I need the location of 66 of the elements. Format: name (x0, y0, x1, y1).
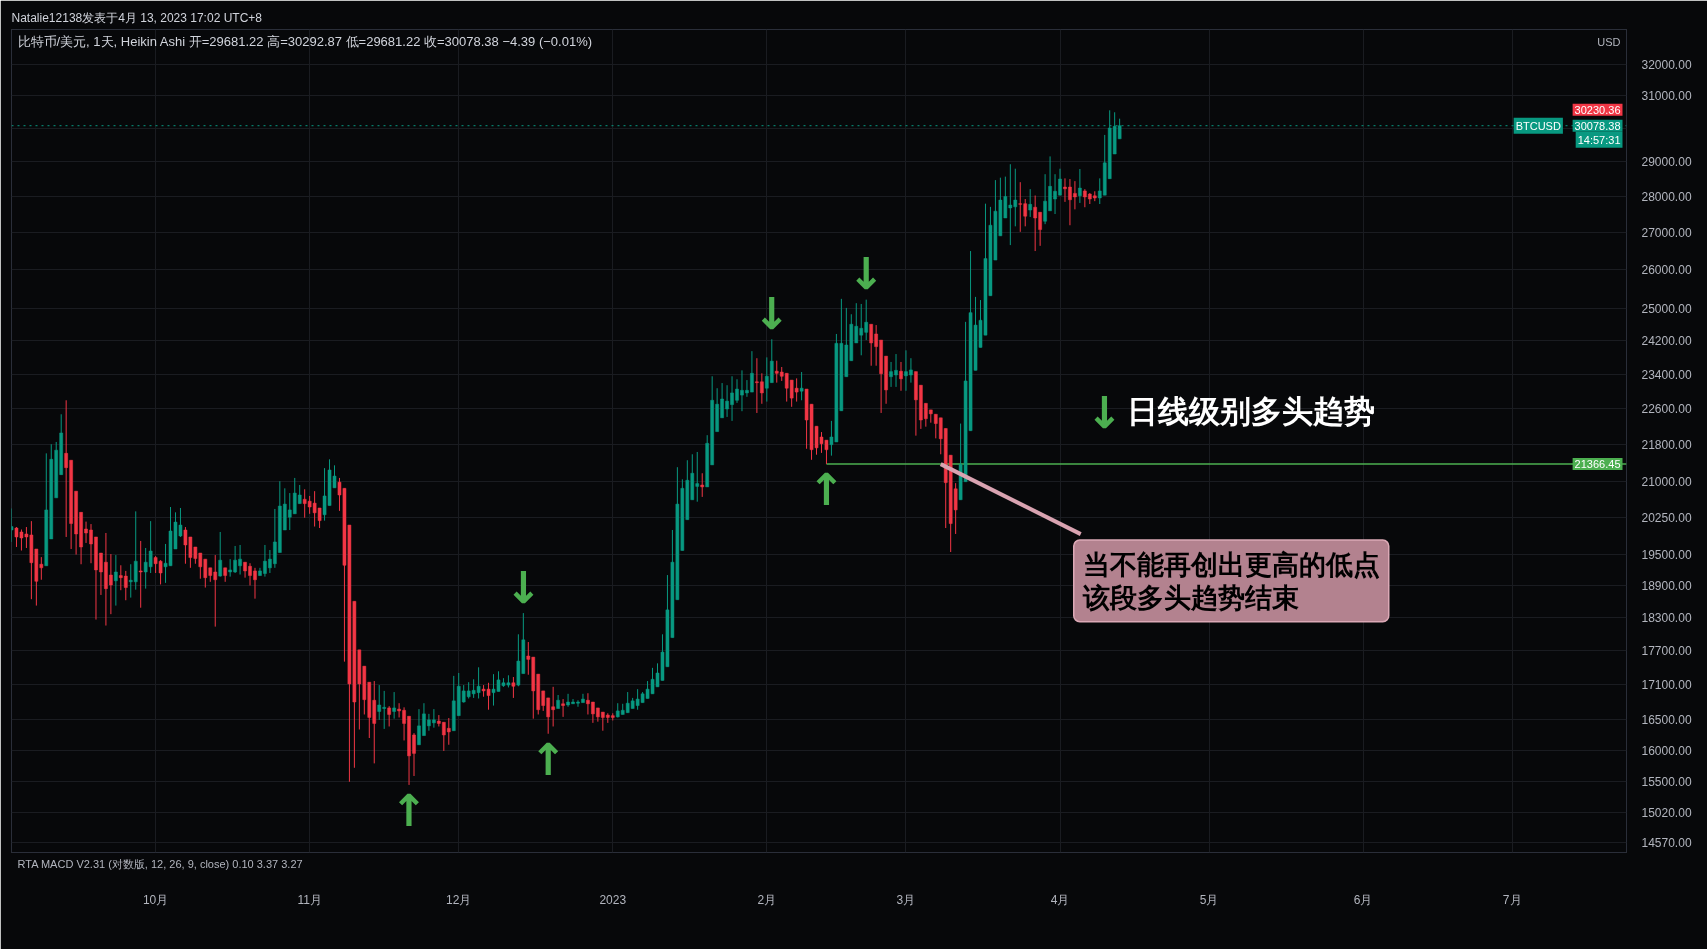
data-label: 21366.45 (1574, 458, 1621, 471)
chart-subtitle: 比特币/美元, 1天, Heikin Ashi 开=29681.22 高=30292.87 低=29681.22 收=30078.38 −4.39 (−0.01%) (17, 34, 593, 49)
y-tick-label: 15020.00 (1641, 806, 1692, 821)
x-tick-label: 2月 (757, 892, 777, 907)
annotation: ↓ (753, 287, 791, 339)
candlestick (133, 510, 138, 591)
x-tick-label: 6月 (1353, 892, 1373, 907)
candlestick (1028, 188, 1032, 218)
y-tick-label: 23400.00 (1641, 367, 1692, 382)
y-tick-label: 31000.00 (1641, 89, 1692, 104)
text: RTA MACD V2.31 (对数版, 12, 26, 9, close) 0.10 3.37 3.27 (17, 857, 303, 870)
candlestick (899, 361, 903, 392)
y-tick-label: 16000.00 (1641, 743, 1692, 758)
chart-title: Natalie12138发表于4月 13, 2023 17:02 UTC+8 (11, 10, 263, 25)
y-tick-label: 26000.00 (1641, 263, 1692, 278)
y-axis-title: USD (1597, 35, 1621, 48)
candlestick (561, 698, 565, 718)
candlestick (392, 691, 396, 720)
y-tick-label: 21000.00 (1641, 474, 1692, 489)
y-tick-label: 25000.00 (1641, 302, 1692, 317)
y-tick-label: 29000.00 (1641, 155, 1692, 170)
annotation: 日线级别多头趋势 (1126, 392, 1375, 429)
y-tick-label: 21800.00 (1641, 437, 1692, 452)
candlestick (218, 531, 222, 578)
candlestick (138, 540, 143, 609)
candlestick (700, 472, 705, 498)
y-tick-label: 15500.00 (1641, 775, 1692, 790)
y-tick-label: 14570.00 (1641, 836, 1692, 851)
y-tick-label: 19500.00 (1641, 548, 1692, 563)
annotation: ↓ (1086, 387, 1123, 438)
y-tick-label: 27000.00 (1641, 226, 1692, 241)
x-tick-label: 3月 (896, 892, 916, 907)
ref-line-label: 30078.38 (1574, 119, 1621, 132)
annotation: BTCUSD (1515, 119, 1561, 132)
annotation: 14:57:31 (1577, 133, 1621, 146)
candlestick (1078, 168, 1082, 204)
y-tick-label: 32000.00 (1641, 57, 1692, 72)
y-tick-label: 18300.00 (1641, 610, 1692, 625)
y-tick-label: 16500.00 (1641, 713, 1692, 728)
candlestick (114, 554, 118, 607)
annotation: 当不能再创出更高的低点该段多头趋势结束 (1081, 549, 1380, 613)
annotation: ↓ (847, 248, 885, 300)
y-tick-label: 22600.00 (1641, 402, 1692, 417)
y-tick-label: 17700.00 (1641, 643, 1692, 658)
candlestick (799, 371, 804, 401)
annotation: ↓ (504, 561, 542, 613)
candlestick (387, 705, 391, 727)
annotation: ↑ (390, 785, 428, 837)
y-tick-label: 20250.00 (1641, 510, 1692, 525)
candlestick (1018, 181, 1023, 233)
x-tick-label: 10月 (142, 892, 169, 907)
y-tick-label: 18900.00 (1641, 578, 1692, 593)
y-tick-label: 17100.00 (1641, 678, 1692, 693)
x-tick-label: 4月 (1050, 892, 1070, 907)
candlestick (511, 676, 516, 699)
x-tick-label: 11月 (297, 892, 322, 907)
y-tick-label: 28000.00 (1641, 190, 1692, 205)
x-tick-label: 7月 (1502, 892, 1522, 907)
annotation: ↑ (529, 734, 567, 786)
candlestick (377, 684, 382, 721)
y-tick-label: 24200.00 (1641, 334, 1692, 349)
x-tick-label: 12月 (446, 892, 472, 907)
x-tick-label: 2023 (599, 892, 627, 907)
x-tick-label: 5月 (1199, 892, 1219, 907)
annotation: ↑ (808, 464, 845, 516)
annotation: 30230.36 (1574, 103, 1621, 116)
